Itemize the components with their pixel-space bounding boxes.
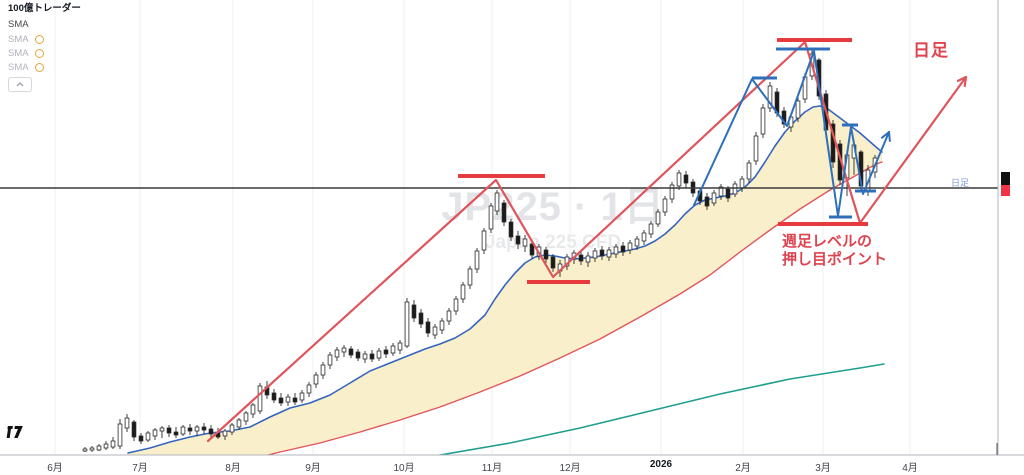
pane-timeframe-label: 日足 — [951, 178, 970, 188]
time-tick-label: 2月 — [735, 463, 751, 474]
indicator-sma-row[interactable]: SMA — [8, 46, 81, 60]
time-tick-label: 9月 — [305, 463, 321, 474]
time-axis[interactable]: 6月 7月 8月 9月 10月 11月 12月 2026 2月 3月 4月 — [0, 455, 1024, 475]
red-trend-path — [206, 40, 968, 443]
time-tick-label: 3月 — [815, 463, 831, 474]
plot-area — [54, 0, 911, 455]
alert-badge-icon — [34, 34, 44, 44]
time-tick-label: 11月 — [481, 463, 503, 474]
indicator-sma-row[interactable]: SMA — [8, 60, 81, 74]
chevron-up-icon — [16, 82, 24, 87]
time-tick-label: 6月 — [47, 463, 63, 474]
price-marker-black — [1001, 172, 1010, 185]
sma-row-label: SMA — [8, 61, 29, 73]
tradingview-logo[interactable] — [5, 425, 27, 439]
blue-trend-path — [693, 50, 890, 217]
sma-band-fill — [128, 106, 882, 455]
drawing-annotations — [206, 38, 968, 443]
indicator-legend: 100億トレーダー SMA SMA SMA SMA — [8, 2, 81, 92]
alert-badge-icon — [34, 62, 44, 72]
time-tick-label: 7月 — [132, 463, 148, 474]
pullback-annotation-line2: 押し目ポイント — [782, 251, 888, 268]
alert-badge-icon — [34, 48, 44, 58]
time-tick-label: 2026 — [649, 459, 673, 470]
daily-timeframe-annotation[interactable]: 日足 — [913, 41, 949, 60]
time-tick-label: 4月 — [902, 463, 918, 474]
weekly-pullback-annotation[interactable]: 週足レベルの 押し目ポイント — [782, 233, 887, 269]
candles-layer — [82, 50, 878, 452]
sma-row-label: SMA — [8, 47, 29, 59]
pullback-annotation-line1: 週足レベルの — [782, 233, 873, 250]
sma-row-label: SMA — [8, 33, 29, 45]
time-tick-label: 12月 — [559, 463, 581, 474]
sma-long-line — [433, 363, 885, 455]
sma-slow-line — [265, 161, 883, 455]
layout-title: 100億トレーダー — [8, 3, 81, 14]
indicator-sma-row[interactable]: SMA — [8, 32, 81, 46]
price-marker-red — [1001, 185, 1010, 196]
time-tick-label: 8月 — [225, 463, 241, 474]
indicator-sma-main[interactable]: SMA — [8, 19, 29, 30]
legend-collapse-button[interactable] — [8, 77, 32, 92]
time-tick-label: 10月 — [393, 463, 415, 474]
